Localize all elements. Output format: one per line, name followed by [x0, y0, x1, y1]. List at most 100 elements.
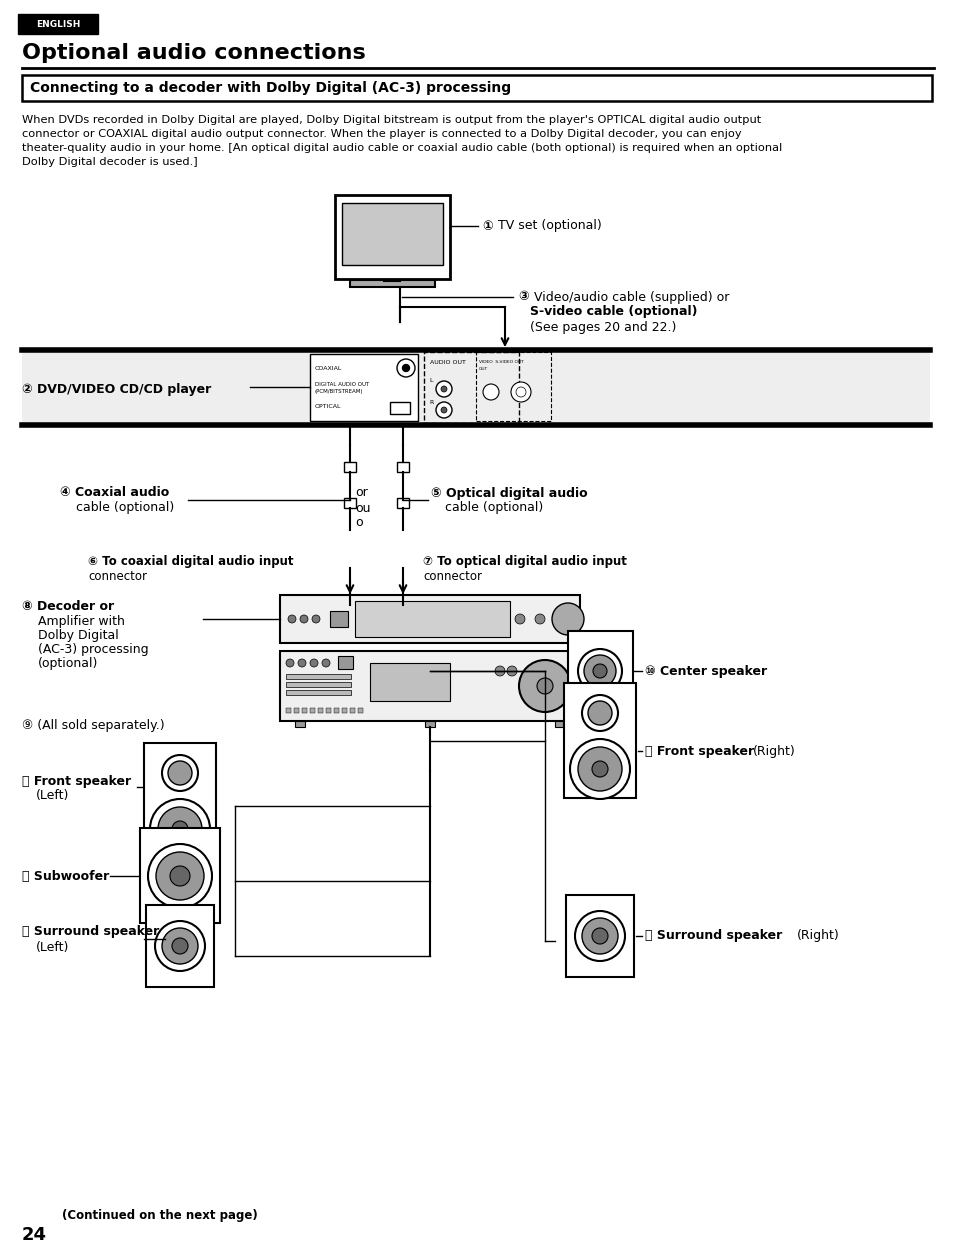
Text: ①: ①: [481, 219, 492, 233]
Bar: [302, 707, 307, 712]
Bar: [350, 280, 435, 287]
Text: ⑭ Surround speaker: ⑭ Surround speaker: [22, 925, 159, 939]
Bar: [140, 828, 220, 923]
Circle shape: [154, 921, 205, 972]
Bar: [423, 352, 518, 423]
Bar: [335, 195, 450, 279]
Text: Video/audio cable (supplied) or: Video/audio cable (supplied) or: [530, 290, 729, 303]
Bar: [555, 721, 564, 727]
Text: or: or: [355, 487, 367, 500]
Text: OUT: OUT: [478, 367, 488, 371]
Circle shape: [168, 761, 192, 785]
Bar: [355, 601, 510, 637]
Circle shape: [592, 761, 607, 777]
Bar: [330, 611, 348, 627]
Text: o: o: [355, 517, 362, 530]
Text: L: L: [429, 378, 432, 383]
Circle shape: [440, 407, 447, 413]
Text: (Right): (Right): [752, 745, 795, 757]
Text: ⑦ To optical digital audio input: ⑦ To optical digital audio input: [422, 556, 626, 568]
Bar: [286, 674, 351, 679]
Circle shape: [157, 911, 163, 918]
Bar: [396, 462, 409, 472]
Circle shape: [177, 911, 183, 918]
Text: Dolby Digital: Dolby Digital: [38, 630, 118, 642]
Bar: [280, 595, 579, 644]
Text: (PCM/BITSTREAM): (PCM/BITSTREAM): [314, 389, 363, 394]
Circle shape: [587, 701, 612, 725]
Text: TV set (optional): TV set (optional): [494, 219, 601, 233]
Text: connector: connector: [88, 571, 147, 583]
Text: When DVDs recorded in Dolby Digital are played, Dolby Digital bitstream is outpu: When DVDs recorded in Dolby Digital are …: [22, 115, 760, 125]
Circle shape: [515, 613, 524, 623]
Text: ⑪ Front speaker: ⑪ Front speaker: [22, 775, 131, 788]
Circle shape: [172, 821, 188, 838]
Circle shape: [310, 659, 317, 667]
Text: ⑫ Front speaker: ⑫ Front speaker: [644, 745, 758, 757]
Bar: [357, 707, 363, 712]
Circle shape: [482, 384, 498, 399]
Bar: [476, 352, 551, 421]
Text: Connecting to a decoder with Dolby Digital (AC-3) processing: Connecting to a decoder with Dolby Digit…: [30, 81, 511, 95]
Circle shape: [170, 866, 190, 886]
Text: ⑩ Center speaker: ⑩ Center speaker: [644, 665, 766, 677]
Bar: [337, 656, 353, 669]
Text: ⑬ Subwoofer: ⑬ Subwoofer: [22, 869, 110, 883]
Text: (See pages 20 and 22.): (See pages 20 and 22.): [530, 321, 676, 333]
Circle shape: [322, 659, 330, 667]
Circle shape: [436, 381, 452, 397]
Circle shape: [537, 679, 553, 694]
Text: (Left): (Left): [36, 940, 70, 954]
Text: Optional audio connections: Optional audio connections: [22, 43, 365, 63]
Circle shape: [436, 402, 452, 418]
Text: OPTICAL: OPTICAL: [314, 403, 341, 408]
Circle shape: [288, 615, 295, 623]
Circle shape: [592, 928, 607, 944]
Bar: [294, 707, 298, 712]
Text: ⑥ To coaxial digital audio input: ⑥ To coaxial digital audio input: [88, 556, 294, 568]
Text: ④ Coaxial audio: ④ Coaxial audio: [60, 487, 169, 500]
Text: ⑤ Optical digital audio: ⑤ Optical digital audio: [431, 487, 587, 500]
Bar: [310, 354, 417, 421]
Circle shape: [150, 799, 210, 859]
Circle shape: [312, 615, 319, 623]
Bar: [286, 707, 291, 712]
Text: (Left): (Left): [36, 789, 70, 801]
Circle shape: [511, 382, 531, 402]
Circle shape: [440, 386, 447, 392]
Circle shape: [495, 666, 504, 676]
Text: 24: 24: [22, 1226, 47, 1244]
Circle shape: [162, 755, 198, 791]
Text: ⑧ Decoder or: ⑧ Decoder or: [22, 601, 114, 613]
Bar: [563, 684, 636, 798]
Circle shape: [583, 655, 616, 687]
Text: COAXIAL: COAXIAL: [314, 366, 342, 371]
Bar: [396, 498, 409, 508]
Circle shape: [506, 666, 517, 676]
Text: connector or COAXIAL digital audio output connector. When the player is connecte: connector or COAXIAL digital audio outpu…: [22, 129, 740, 139]
Text: ② DVD/VIDEO CD/CD player: ② DVD/VIDEO CD/CD player: [22, 383, 211, 397]
Circle shape: [156, 853, 204, 900]
Circle shape: [299, 615, 308, 623]
Bar: [294, 721, 305, 727]
Text: cable (optional): cable (optional): [444, 502, 542, 515]
Bar: [280, 651, 579, 721]
Text: AUDIO OUT: AUDIO OUT: [430, 361, 465, 366]
Circle shape: [148, 844, 212, 908]
Circle shape: [196, 911, 203, 918]
Bar: [341, 203, 442, 265]
Circle shape: [578, 747, 621, 791]
Bar: [350, 707, 355, 712]
Circle shape: [593, 664, 606, 679]
Text: DIGITAL AUDIO OUT: DIGITAL AUDIO OUT: [314, 382, 369, 387]
Circle shape: [402, 364, 409, 372]
Circle shape: [297, 659, 306, 667]
Bar: [286, 682, 351, 687]
Bar: [334, 707, 338, 712]
Bar: [567, 631, 633, 711]
Text: Amplifier with: Amplifier with: [38, 616, 125, 629]
Bar: [344, 462, 355, 472]
Circle shape: [396, 359, 415, 377]
Text: (Right): (Right): [796, 929, 839, 943]
Text: R: R: [429, 399, 433, 404]
